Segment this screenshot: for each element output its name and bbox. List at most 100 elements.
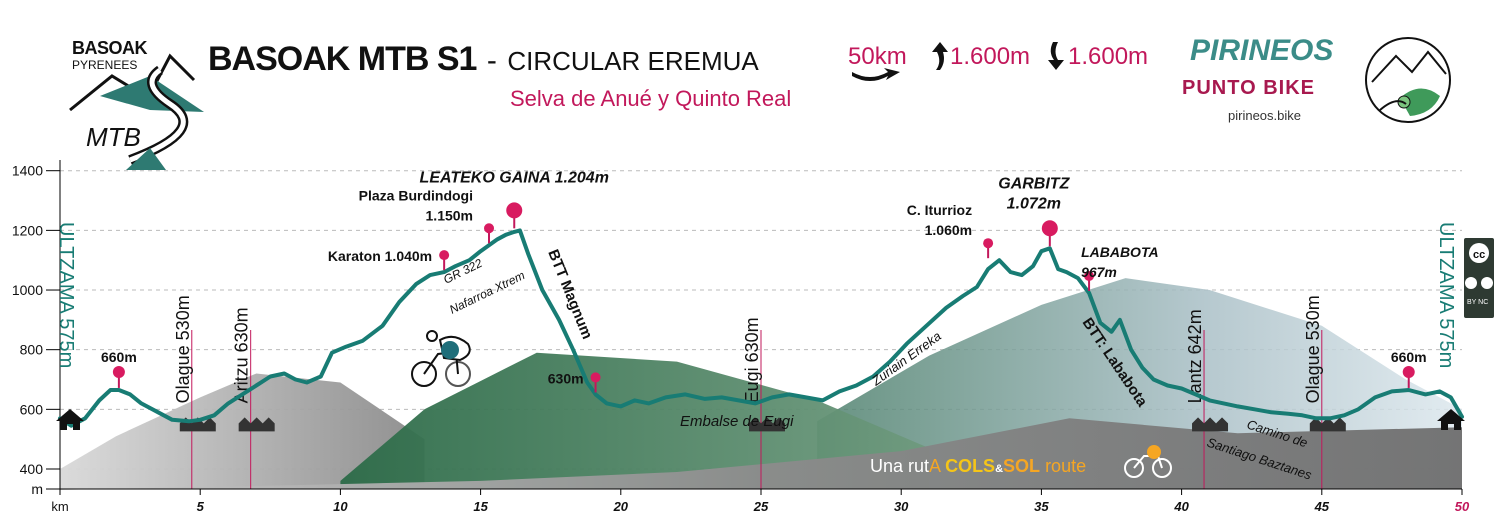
logo-basoak: BASOAK: [72, 38, 148, 58]
logo-pyrenees: PYRENEES: [72, 58, 137, 72]
license-text: BY NC: [1467, 299, 1488, 306]
peak-label: 660m: [1391, 349, 1427, 365]
brand-url: pirineos.bike: [1228, 108, 1301, 123]
start-endpoint-label: ULTZAMA 575m: [55, 222, 77, 368]
cyclist-icon: [411, 330, 471, 387]
stat-distance: 50km: [848, 43, 907, 70]
stat-descent: 1.600m: [1068, 43, 1148, 70]
x-tick-label: 10: [333, 499, 348, 514]
annotation-btt-magnum: BTT Magnum: [544, 247, 595, 341]
village-label: Olague 530m: [1303, 295, 1323, 403]
basoak-logo: BASOAK PYRENEES MTB: [69, 38, 204, 170]
village-icon: [749, 417, 785, 432]
brand-punto-bike: PUNTO BIKE: [1182, 77, 1315, 99]
elevation-profile-line: [58, 228, 1464, 428]
village-markers: Olague 530m Aritzu 630m Eugi 630m Lantz 642…: [173, 295, 1346, 489]
logo-mtb: MTB: [86, 122, 141, 152]
peak-marker: [1041, 220, 1058, 237]
y-tick-label: 800: [20, 342, 44, 358]
x-tick-label: 15: [473, 499, 488, 514]
peak-label: Karaton 1.040m: [328, 248, 432, 264]
y-tick-label: 400: [20, 461, 44, 477]
peak-label: 1.150m: [426, 207, 473, 223]
peak-marker: [112, 365, 125, 378]
y-tick-label: 1000: [12, 282, 43, 298]
brand-pirineos: PIRINEOS: [1190, 34, 1333, 67]
y-unit-label: m: [31, 481, 43, 497]
nc-icon: [1481, 277, 1493, 289]
peak-markers: 660m Karaton 1.040m Plaza Burdindogi 1.150m…: [101, 169, 1427, 393]
route-stats: 50km 1.600m 1.600m: [848, 42, 1148, 81]
svg-text:cc: cc: [1473, 249, 1485, 261]
peak-label: GARBITZ: [998, 175, 1070, 192]
y-axis-ticks: 400 600 800 1000 1200 1400 m: [12, 163, 60, 497]
peak-marker: [1402, 365, 1415, 378]
route-prefix: Una rut: [870, 456, 929, 476]
ascent-arrow-icon: [932, 42, 948, 70]
peak-label: LEATEKO GAINA 1.204m: [420, 169, 609, 186]
hill-center: [340, 352, 930, 489]
route-a: A: [929, 456, 941, 476]
start-home-icon: [56, 409, 84, 430]
x-tick-label: 5: [197, 499, 205, 514]
title-bold: BASOAK MTB S1: [208, 40, 477, 78]
village-label: Aritzu 630m: [232, 307, 252, 403]
hill-bottom: [60, 418, 1462, 490]
peak-label: Plaza Burdindogi: [359, 187, 473, 203]
y-tick-label: 600: [20, 401, 44, 417]
village-icon: [238, 417, 275, 432]
pirineos-brand: PIRINEOS PUNTO BIKE pirineos.bike: [1182, 34, 1451, 123]
x-tick-label: 25: [753, 499, 769, 514]
peak-label: 1.060m: [925, 222, 972, 238]
finish-home-icon: [1437, 409, 1465, 430]
route-cyclist-icon: [1124, 445, 1172, 478]
logo-base-icon: [126, 148, 166, 170]
distance-arrow-icon: [852, 68, 900, 81]
peak-label: 967m: [1081, 264, 1117, 280]
peak-marker: [590, 372, 601, 383]
peak-marker: [1084, 271, 1095, 282]
title-separator: -: [487, 44, 497, 77]
cols-sol-route-mark: Una rutA COLS&SOL route: [870, 445, 1172, 478]
descent-arrow-icon: [1048, 42, 1064, 70]
peak-label: LABABOTA: [1081, 244, 1159, 260]
end-endpoint-label: ULTZAMA 575m: [1435, 222, 1457, 368]
x-tick-label: 40: [1173, 499, 1189, 514]
peak-marker: [439, 250, 450, 261]
x-tick-label: 45: [1314, 499, 1330, 514]
peak-marker: [506, 202, 523, 219]
annotation-embalse: Embalse de Eugi: [680, 413, 794, 430]
pirineos-badge-icon: [1365, 37, 1451, 123]
svg-text:BASOAK MTB S1 - CI: BASOAK MTB S1 - CIRCULAR EREMUA: [208, 40, 759, 78]
peak-label: 1.072m: [1007, 195, 1061, 212]
by-icon: [1465, 277, 1477, 289]
peak-label: C. Iturrioz: [907, 202, 972, 218]
title-light: CIRCULAR EREMUA: [507, 46, 759, 76]
village-label: Eugi 630m: [742, 317, 762, 403]
peak-marker: [484, 223, 495, 234]
x-tick-label: 50: [1455, 499, 1470, 514]
route-sol: SOL: [1003, 456, 1040, 476]
y-tick-label: 1400: [12, 163, 43, 179]
subtitle: Selva de Anué y Quinto Real: [510, 86, 791, 111]
route-cols: COLS: [945, 456, 995, 476]
cc-license-badge: cc BY NC: [1464, 238, 1494, 318]
x-tick-label: km: [51, 499, 68, 514]
x-tick-label: 30: [894, 499, 909, 514]
y-tick-label: 1200: [12, 222, 43, 238]
x-tick-label: 20: [613, 499, 629, 514]
peak-marker: [983, 238, 994, 249]
route-amp: &: [995, 463, 1003, 475]
x-tick-label: 35: [1034, 499, 1049, 514]
svg-text:Una rutA COLS&SOL: Una rutA COLS&SOL route: [870, 456, 1086, 476]
stat-ascent: 1.600m: [950, 43, 1030, 70]
peak-label: 660m: [101, 349, 137, 365]
village-icon: [1309, 417, 1346, 432]
village-label: Olague 530m: [173, 295, 193, 403]
village-label: Lantz 642m: [1185, 309, 1205, 403]
village-icon: [1192, 417, 1229, 432]
cc-icon: [1469, 243, 1489, 263]
annotation-gr322: GR 322: [441, 256, 485, 287]
